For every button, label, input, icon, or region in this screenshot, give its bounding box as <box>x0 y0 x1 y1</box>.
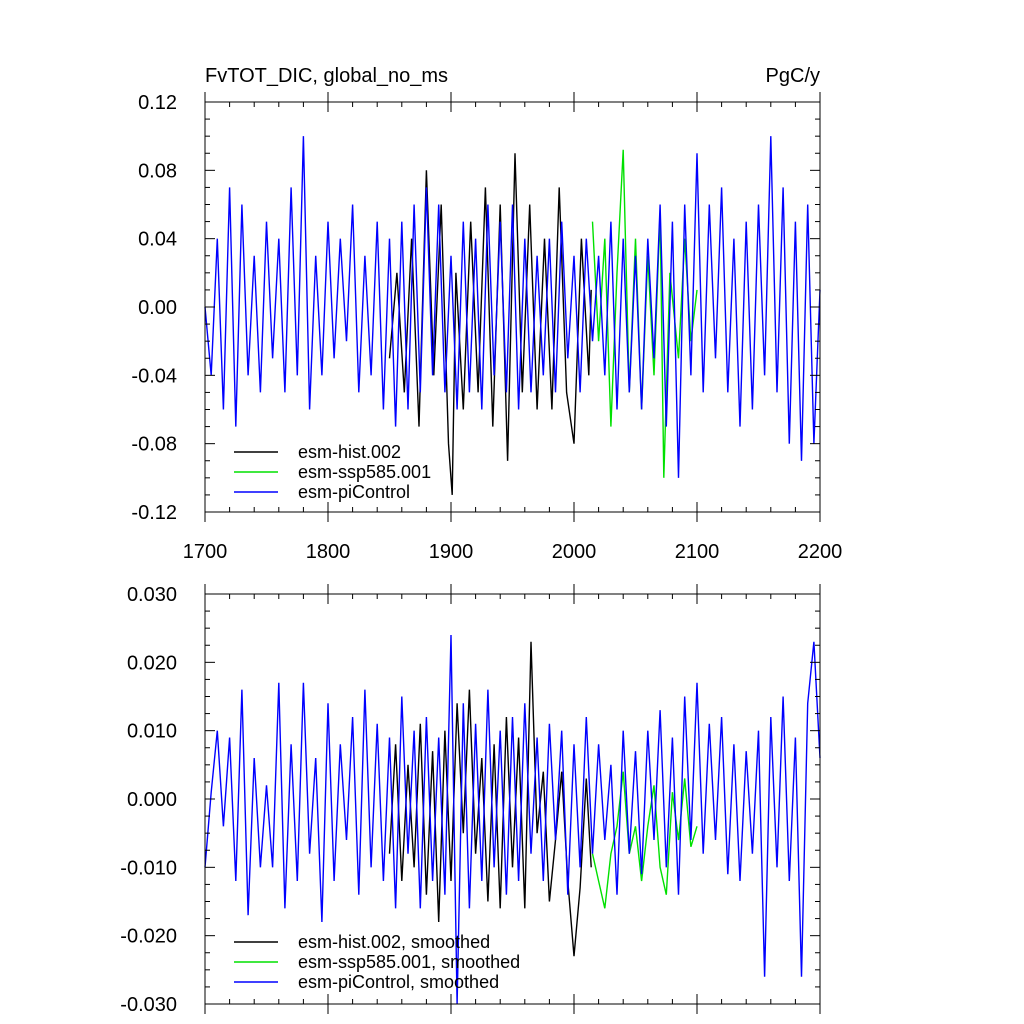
top-x-tick-label: 2000 <box>552 541 597 563</box>
top-legend-label-2: esm-ssp585.001 <box>298 462 431 482</box>
top-x-tick-label: 2200 <box>798 541 843 563</box>
top-y-tick-label: 0.08 <box>138 160 177 182</box>
bottom-y-tick-label: 0.020 <box>127 652 177 674</box>
top-series-line-3 <box>204 136 821 478</box>
top-chart-axes: -0.12 -0.08 -0.04 0.00 0.04 0.08 0.12 1700 1800 1… <box>131 92 842 563</box>
top-y-tick-label: 0.04 <box>138 229 177 251</box>
top-chart-title: FvTOT_DIC, global_no_ms <box>205 65 448 87</box>
bottom-chart-axes: -0.030 -0.020 -0.010 0.000 0.010 0.020 0.030 <box>120 584 821 1016</box>
top-chart-units: PgC/y <box>766 65 820 87</box>
top-series-line-1 <box>388 153 592 495</box>
top-legend-label-3: esm-piControl <box>298 482 410 502</box>
bottom-legend-label-2: esm-ssp585.001, smoothed <box>298 952 520 972</box>
top-chart-series-group <box>204 136 821 495</box>
bottom-y-tick-label: 0.000 <box>127 789 177 811</box>
bottom-chart-series-group <box>204 634 821 1005</box>
top-y-tick-label: 0.00 <box>138 297 177 319</box>
top-x-tick-label: 1800 <box>306 541 351 563</box>
bottom-chart-panel: -0.030 -0.020 -0.010 0.000 0.010 0.020 0.030 e… <box>120 584 821 1016</box>
top-legend-label-1: esm-hist.002 <box>298 442 401 462</box>
top-x-tick-label: 2100 <box>675 541 720 563</box>
top-y-tick-label: 0.12 <box>138 92 177 114</box>
top-chart-panel: FvTOT_DIC, global_no_ms PgC/y -0.12 -0.08… <box>131 65 842 563</box>
bottom-series-line-2 <box>591 771 698 909</box>
bottom-y-tick-label: -0.020 <box>120 926 177 948</box>
bottom-series-line-1 <box>388 641 592 957</box>
top-x-tick-label: 1700 <box>183 541 228 563</box>
top-y-tick-label: -0.12 <box>131 502 177 524</box>
bottom-y-tick-label: -0.010 <box>120 857 177 879</box>
bottom-legend-label-1: esm-hist.002, smoothed <box>298 932 490 952</box>
top-y-tick-label: -0.08 <box>131 434 177 456</box>
bottom-y-tick-label: 0.010 <box>127 721 177 743</box>
top-x-tick-label: 1900 <box>429 541 474 563</box>
bottom-y-tick-label: 0.030 <box>127 584 177 606</box>
bottom-series-line-3 <box>204 634 821 1005</box>
bottom-legend-label-3: esm-piControl, smoothed <box>298 972 499 992</box>
bottom-y-tick-label: -0.030 <box>120 994 177 1016</box>
top-y-tick-label: -0.04 <box>131 365 177 387</box>
